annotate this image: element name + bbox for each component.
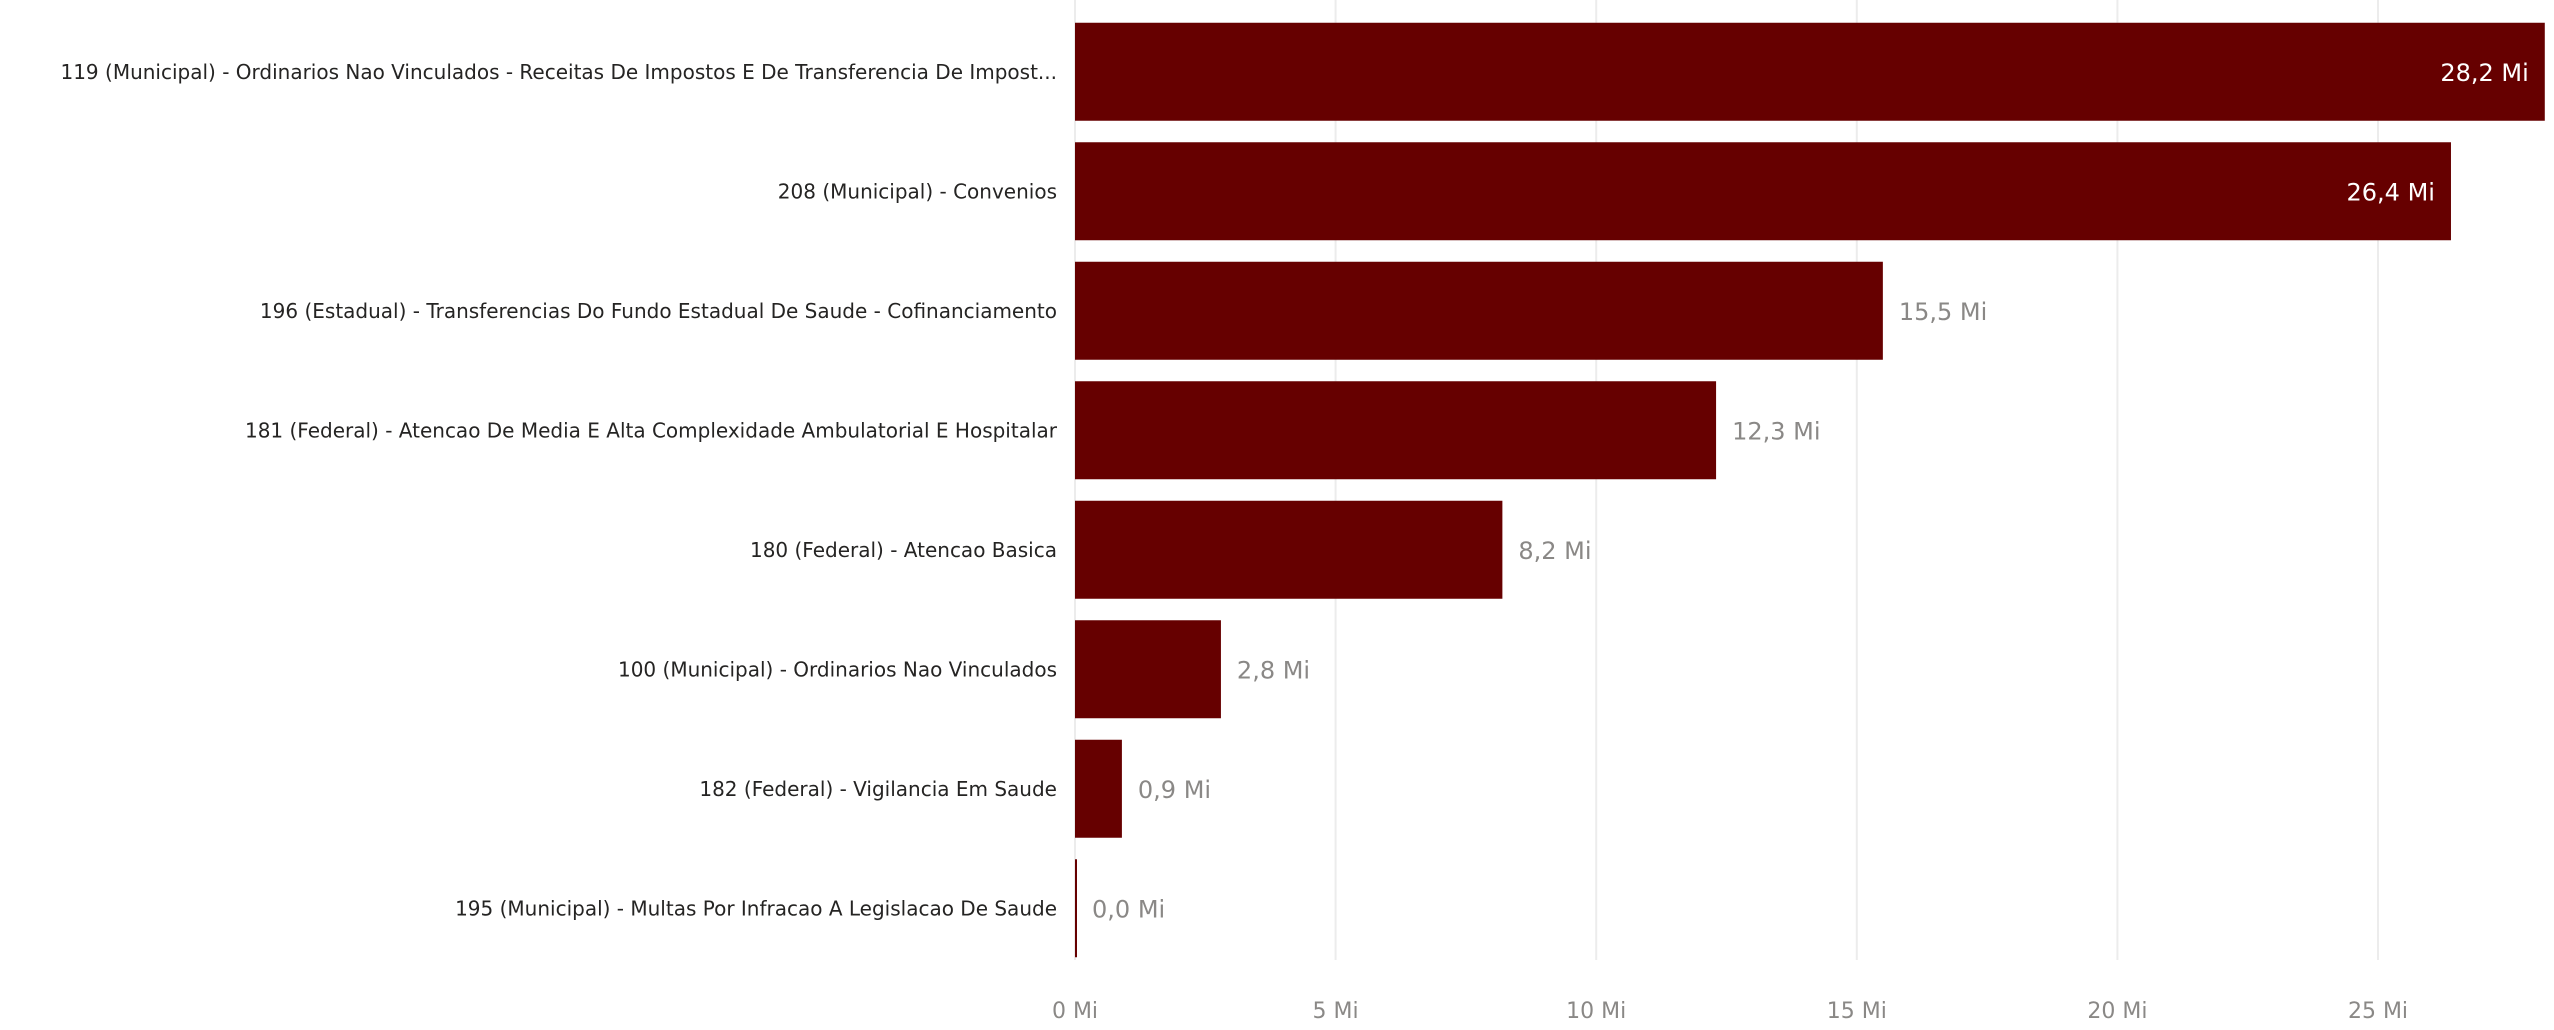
bar[interactable] (1075, 381, 1717, 480)
category-label: 195 (Municipal) - Multas Por Infracao A … (455, 896, 1057, 920)
bar[interactable] (1075, 739, 1122, 838)
data-label: 2,8 Mi (1237, 656, 1310, 684)
category-labels: 119 (Municipal) - Ordinarios Nao Vincula… (60, 60, 1057, 921)
category-label: 182 (Federal) - Vigilancia Em Saude (699, 777, 1057, 801)
x-tick-label: 25 Mi (2348, 999, 2408, 1024)
bar[interactable] (1075, 500, 1503, 599)
data-label: 28,2 Mi (2440, 59, 2528, 87)
bar[interactable] (1075, 859, 1077, 958)
data-label: 0,9 Mi (1138, 776, 1211, 804)
bar[interactable] (1075, 620, 1221, 719)
x-tick-label: 20 Mi (2087, 999, 2147, 1024)
data-label: 26,4 Mi (2347, 178, 2435, 206)
bar[interactable] (1075, 22, 2545, 121)
x-tick-label: 10 Mi (1566, 999, 1626, 1024)
category-label: 100 (Municipal) - Ordinarios Nao Vincula… (618, 657, 1057, 681)
data-label: 8,2 Mi (1518, 537, 1591, 565)
x-tick-label: 5 Mi (1313, 999, 1359, 1024)
category-label: 180 (Federal) - Atencao Basica (750, 538, 1057, 562)
x-tick-label: 15 Mi (1827, 999, 1887, 1024)
category-label: 119 (Municipal) - Ordinarios Nao Vincula… (60, 60, 1057, 84)
category-label: 181 (Federal) - Atencao De Media E Alta … (245, 418, 1058, 442)
category-label: 196 (Estadual) - Transferencias Do Fundo… (260, 299, 1057, 323)
bars (1075, 22, 2545, 958)
x-tick-label: 0 Mi (1052, 999, 1098, 1024)
category-label: 208 (Municipal) - Convenios (778, 179, 1057, 203)
data-label: 0,0 Mi (1092, 895, 1165, 923)
bar[interactable] (1075, 261, 1883, 360)
data-label: 15,5 Mi (1899, 298, 1987, 326)
data-label: 12,3 Mi (1732, 417, 1820, 445)
value-labels: 28,2 Mi 26,4 Mi 15,5 Mi 12,3 Mi 8,2 Mi 2,8 Mi… (1092, 59, 2529, 924)
bar[interactable] (1075, 142, 2451, 241)
x-axis-tick-labels: 0 Mi 5 Mi 10 Mi 15 Mi 20 Mi 25 Mi (1052, 999, 2408, 1024)
